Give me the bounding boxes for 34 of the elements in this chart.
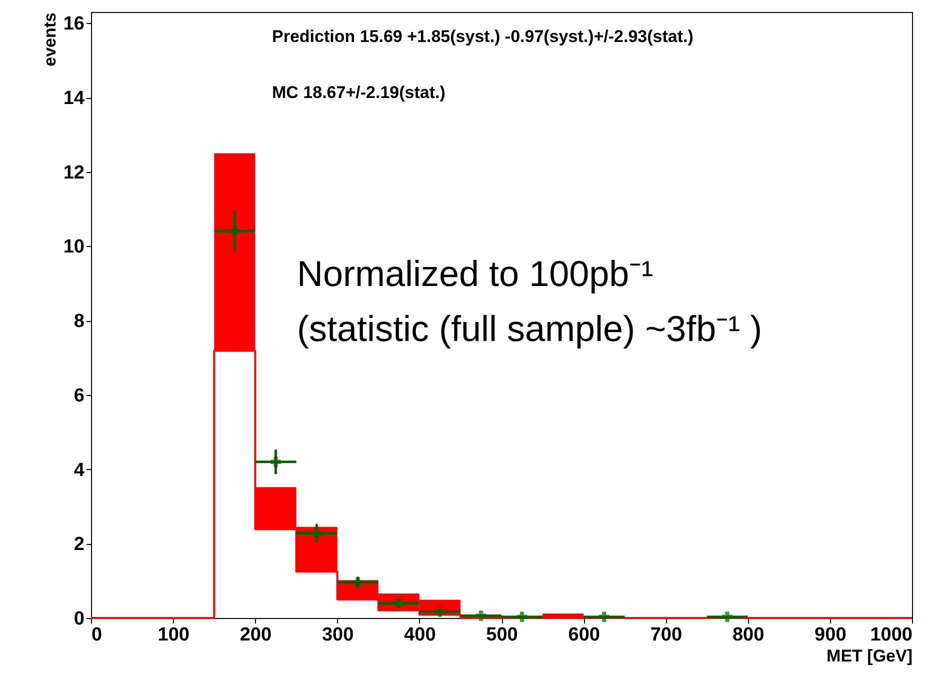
x-tick-label: 1000: [870, 624, 912, 646]
y-tick-label: 10: [63, 236, 84, 258]
x-tick-label: 500: [486, 624, 518, 646]
point: [722, 612, 733, 622]
point: [352, 577, 364, 588]
y-tick-label: 16: [63, 14, 84, 35]
x-tick-label: 300: [322, 624, 354, 646]
point: [476, 610, 486, 622]
x-tick-label: 700: [650, 624, 682, 646]
point: [270, 456, 281, 468]
x-tick-label: 800: [732, 624, 764, 646]
x-tick-label: 400: [404, 624, 436, 646]
annotation: Prediction 15.69 +1.85(syst.) -0.97(syst.)+/-2.93(stat.): [272, 27, 694, 46]
x-tick-label: 100: [158, 624, 190, 646]
x-axis-title: MET [GeV]: [826, 646, 912, 666]
y-tick-label: 2: [74, 534, 84, 556]
y-tick-label: 4: [74, 460, 85, 481]
y-tick-label: 8: [74, 311, 84, 332]
y-tick-label: 6: [74, 385, 84, 406]
point: [516, 612, 528, 622]
x-tick-label: 600: [568, 624, 600, 646]
y-tick-label: 14: [63, 88, 85, 110]
y-tick-label: 0: [74, 608, 84, 630]
annotation: Normalized to 100pb⁻¹: [297, 253, 654, 294]
x-tick-label: 0: [92, 624, 102, 646]
point: [312, 528, 322, 538]
point: [229, 226, 240, 236]
y-axis-title: events: [40, 12, 60, 66]
point: [598, 612, 610, 622]
x-tick-label: 200: [240, 624, 272, 646]
y-tick-label: 12: [63, 162, 84, 184]
annotation: (statistic (full sample) ~3fb⁻¹ ): [297, 308, 762, 349]
x-tick-label: 900: [814, 624, 846, 646]
annotation: MC 18.67+/-2.19(stat.): [272, 83, 446, 102]
